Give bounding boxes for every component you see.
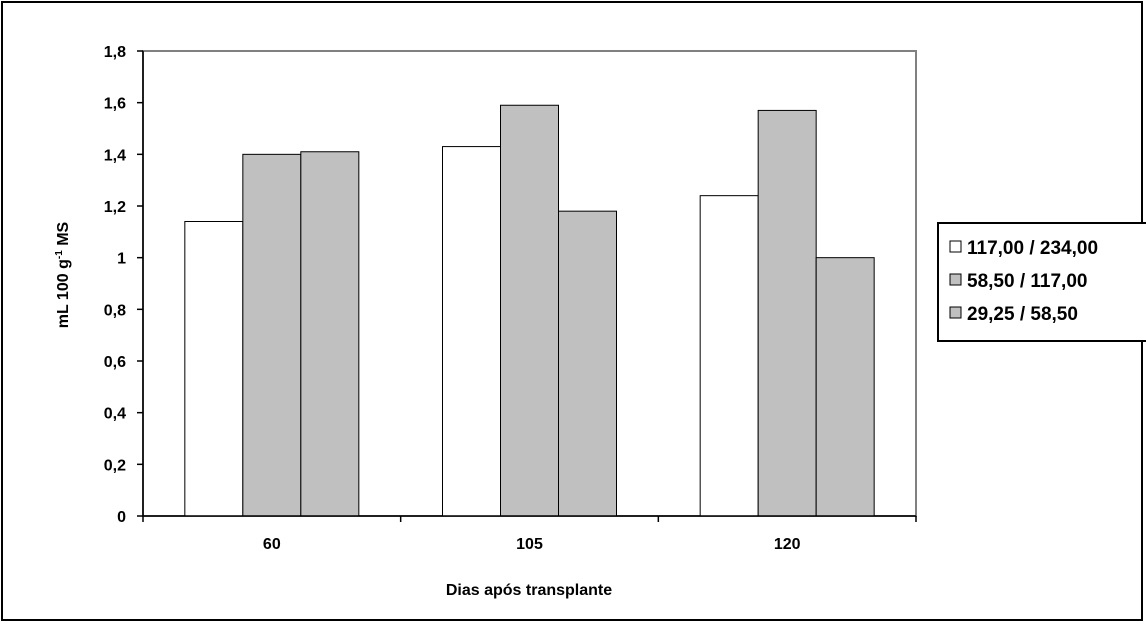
legend-box: [937, 222, 1146, 342]
y-tick-label: 0,6: [104, 354, 126, 371]
bar-s2-105: [500, 104, 559, 517]
axes-group: [137, 50, 917, 522]
bar-s3-120: [815, 257, 875, 517]
bar-s3-60: [300, 151, 360, 517]
legend-swatch-3: [949, 306, 962, 319]
y-tick-label: 1,4: [104, 147, 126, 164]
y-axis-title: mL 100 g-1 MS: [54, 221, 72, 328]
bar-s1-120: [699, 195, 759, 517]
bar-s2-60: [242, 153, 302, 517]
bar-s1-60: [184, 221, 244, 517]
bar-s1-105: [442, 146, 501, 517]
legend-swatch-1: [949, 240, 962, 253]
x-tick-labels: 60 105 120: [263, 536, 801, 553]
legend-label-3: 29,25 / 58,50: [967, 304, 1078, 325]
legend-label-2: 58,50 / 117,00: [967, 271, 1087, 292]
y-axis-title-superscript: -1: [54, 250, 65, 259]
legend: 117,00 / 234,00 58,50 / 117,00 29,25 / 58,…: [937, 222, 1146, 342]
y-tick-label: 1,6: [104, 96, 126, 113]
y-tick-label: 0,8: [104, 302, 126, 319]
y-axis-title-main: mL 100 g: [55, 259, 72, 328]
y-tick-label: 1: [117, 251, 126, 268]
bars-group: [184, 104, 875, 517]
legend-swatch-2: [949, 273, 962, 286]
y-axis-title-tail: MS: [55, 221, 72, 250]
x-tick-label: 105: [516, 536, 543, 553]
y-tick-label: 0,4: [104, 406, 126, 423]
x-tick-label: 120: [774, 536, 801, 553]
x-axis-title: Dias após transplante: [446, 582, 612, 599]
y-tick-label: 0: [117, 509, 126, 526]
bar-s2-120: [757, 109, 817, 517]
bar-s3-105: [558, 210, 617, 517]
y-tick-label: 0,2: [104, 457, 126, 474]
legend-label-1: 117,00 / 234,00: [967, 238, 1098, 259]
y-tick-label: 1,2: [104, 199, 126, 216]
x-tick-label: 60: [263, 536, 281, 553]
y-tick-label: 1,8: [104, 44, 126, 61]
y-tick-labels: 0 0,2 0,4 0,6 0,8 1 1,2 1,4 1,6 1,8: [104, 44, 126, 526]
